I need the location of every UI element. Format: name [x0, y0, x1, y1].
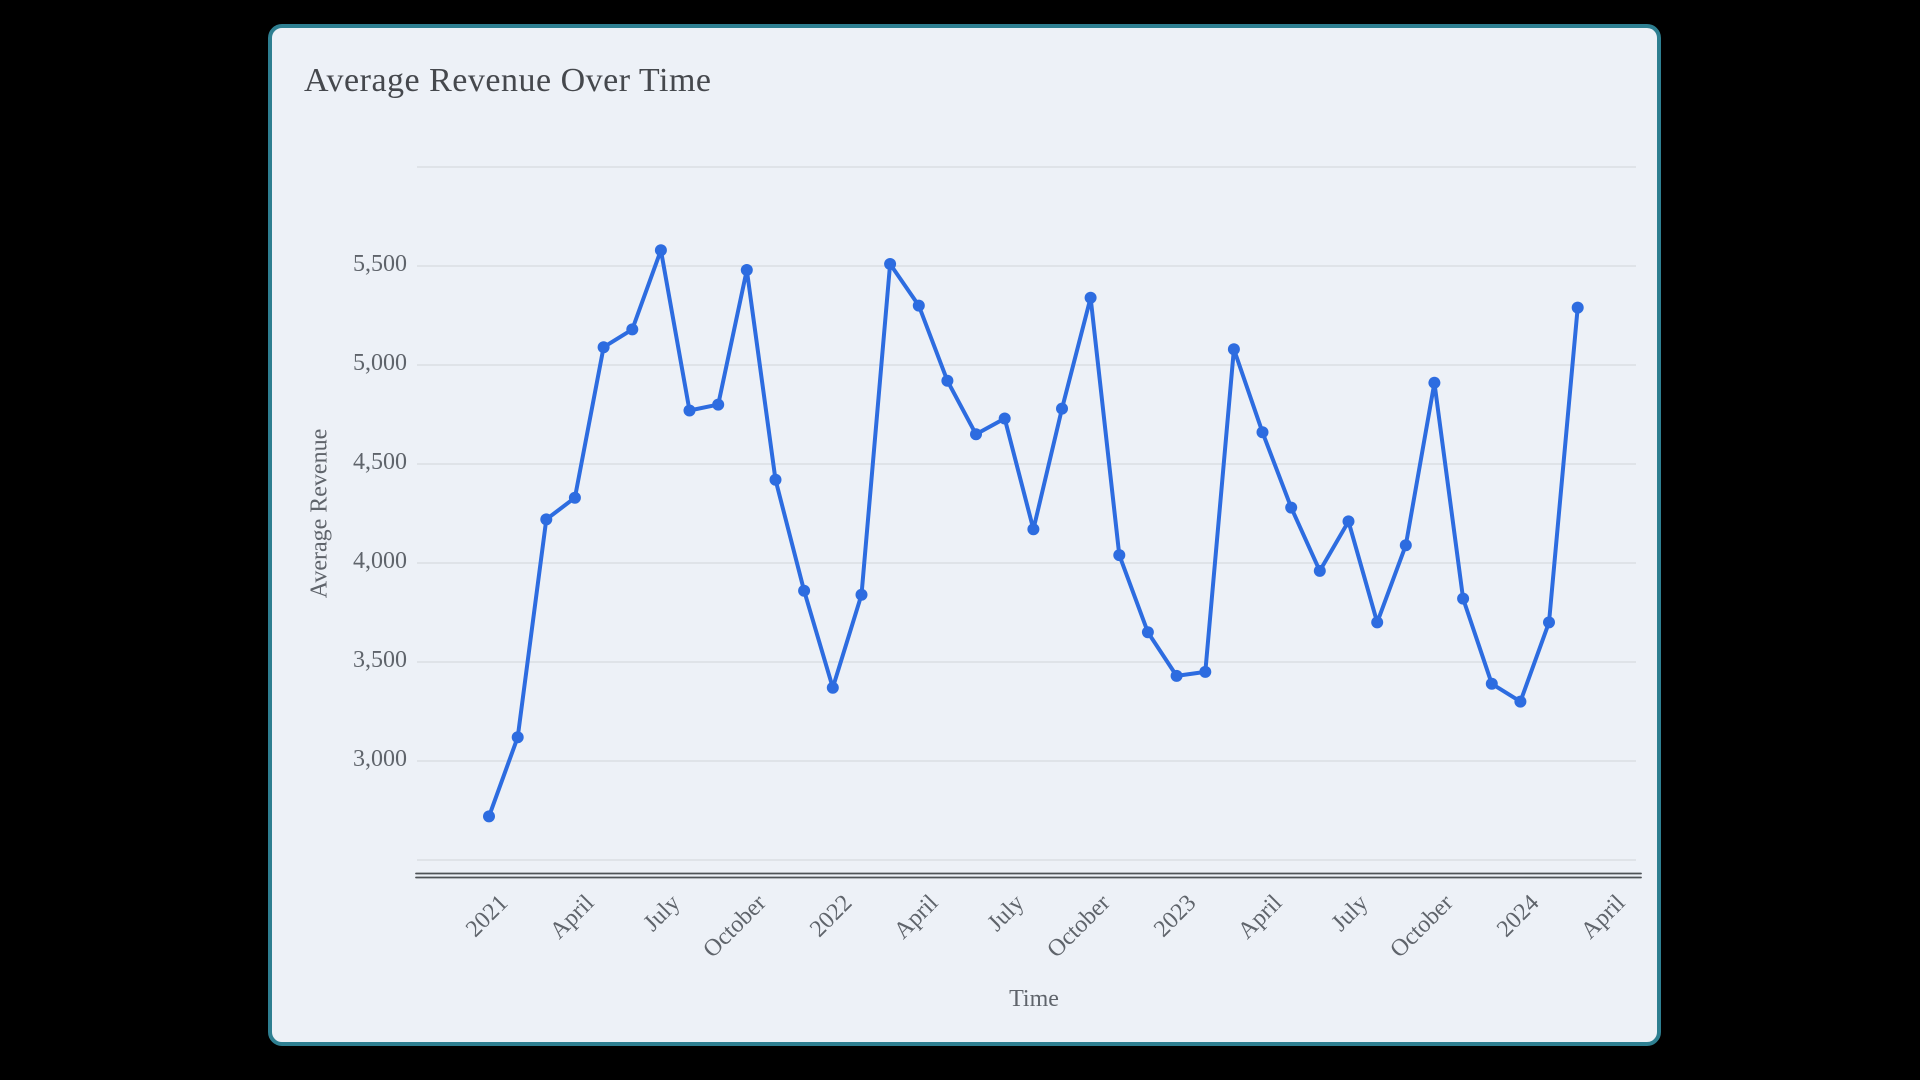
data-point	[1428, 376, 1441, 389]
chart-title: Average Revenue Over Time	[304, 62, 712, 99]
y-tick-label: 3,500	[353, 647, 407, 673]
data-point	[826, 681, 839, 694]
data-point	[511, 731, 524, 744]
chart-card: Average Revenue Over Time Average Revenu…	[268, 24, 1661, 1046]
data-point	[1113, 549, 1126, 562]
data-point	[1485, 677, 1498, 690]
data-point	[1227, 343, 1240, 356]
data-point	[941, 374, 954, 387]
data-point	[1543, 616, 1555, 629]
data-point	[1571, 301, 1584, 314]
data-point	[884, 258, 897, 270]
data-point	[1313, 564, 1326, 577]
y-tick-label: 5,000	[353, 350, 407, 376]
data-point	[1084, 291, 1097, 304]
data-point	[970, 428, 982, 441]
data-point	[1399, 539, 1412, 552]
data-point	[1199, 665, 1212, 678]
line-chart-plot	[415, 166, 1642, 879]
x-axis-title: Time	[1009, 986, 1059, 1012]
y-tick-label: 5,500	[353, 251, 407, 277]
data-point	[1141, 626, 1154, 639]
data-point	[1285, 501, 1298, 514]
data-point	[1514, 695, 1527, 708]
data-point	[568, 491, 581, 504]
data-point	[712, 398, 725, 411]
data-point	[626, 323, 639, 336]
data-point	[1056, 402, 1068, 415]
data-point	[912, 299, 925, 312]
data-point	[740, 264, 753, 276]
data-point	[998, 412, 1011, 425]
y-tick-label: 4,000	[353, 548, 407, 574]
data-point	[798, 584, 811, 597]
data-point	[597, 341, 610, 354]
data-point	[654, 244, 667, 257]
data-point	[540, 513, 553, 526]
y-tick-label: 4,500	[353, 449, 407, 475]
data-point	[1027, 523, 1040, 536]
data-point	[769, 473, 782, 486]
data-point	[483, 810, 495, 823]
data-point	[1342, 515, 1355, 528]
data-point	[855, 588, 868, 601]
data-point	[1256, 426, 1269, 439]
data-point	[1170, 669, 1183, 682]
data-point	[683, 404, 696, 417]
revenue-line	[487, 248, 1580, 819]
data-point	[1457, 592, 1470, 605]
y-axis-title: Average Revenue	[306, 428, 333, 599]
y-tick-label: 3,000	[353, 746, 407, 772]
data-point	[1371, 616, 1384, 629]
